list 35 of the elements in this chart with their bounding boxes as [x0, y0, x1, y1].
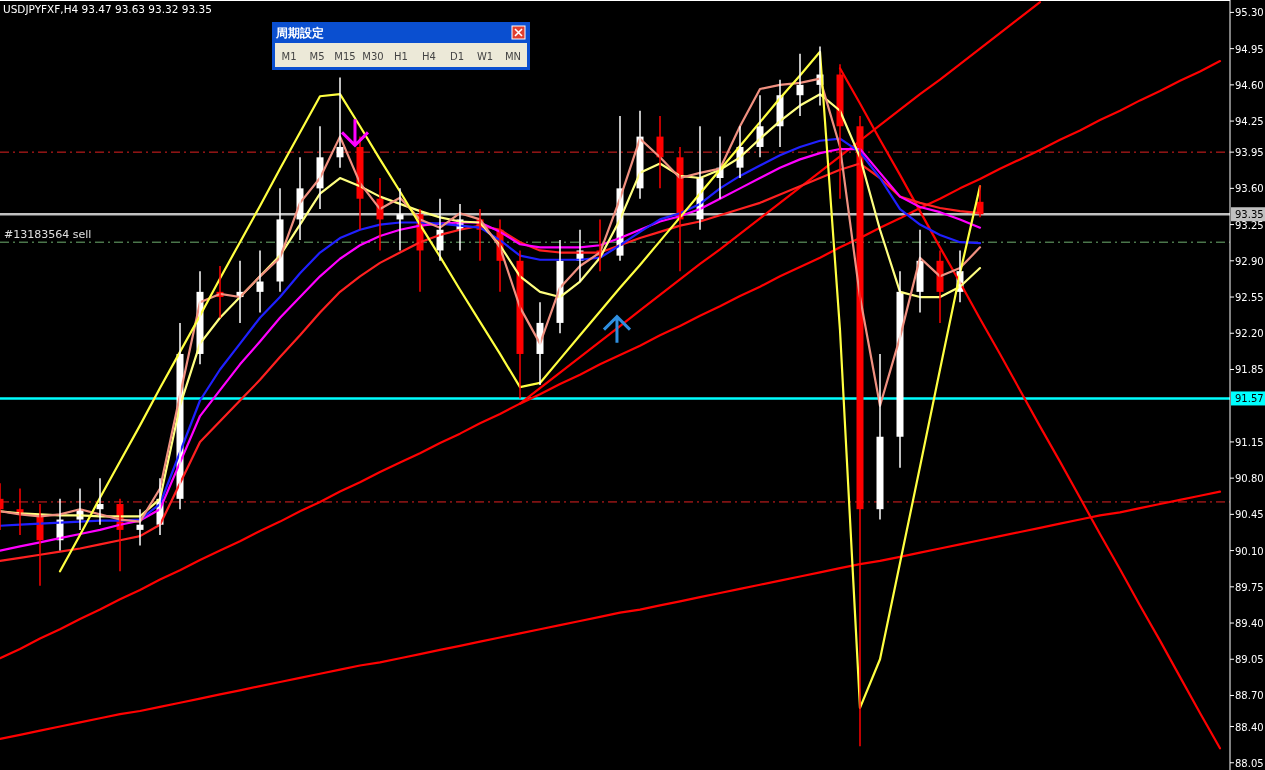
chart-title: USDJPYFXF,H4 93.47 93.63 93.32 93.35 [3, 3, 212, 15]
ref-line-label: 93.35 [1235, 209, 1264, 221]
y-tick-label: 91.15 [1235, 436, 1264, 448]
y-tick-label: 94.95 [1235, 43, 1264, 55]
annotation: MN [504, 51, 522, 62]
y-tick-label: 93.60 [1235, 183, 1264, 195]
y-tick-label: 94.25 [1235, 116, 1264, 128]
y-tick-label: 90.45 [1235, 509, 1264, 521]
annotation: M30 [362, 51, 384, 62]
annotation: M5 [309, 51, 325, 62]
ref-line-label: #13183564 sell [4, 228, 92, 242]
annotation: H4 [422, 51, 436, 62]
y-tick-label: 94.60 [1235, 79, 1264, 91]
y-tick-label: 95.30 [1235, 7, 1264, 19]
annotation: 周期設定 [275, 26, 324, 40]
annotation: W1 [476, 51, 494, 62]
annotation: D1 [449, 51, 465, 62]
y-tick-label: 92.20 [1235, 328, 1264, 340]
y-tick-label: 92.90 [1235, 255, 1264, 267]
annotation: M1 [281, 51, 297, 62]
y-tick-label: 90.10 [1235, 545, 1264, 557]
y-tick-label: 92.55 [1235, 292, 1264, 304]
y-tick-label: 89.75 [1235, 581, 1264, 593]
y-tick-label: 88.05 [1235, 757, 1264, 769]
ref-line-label: 91.57 [1235, 393, 1264, 405]
y-tick-label: 91.85 [1235, 364, 1264, 376]
y-tick-label: 89.05 [1235, 654, 1264, 666]
y-tick-label: 90.80 [1235, 473, 1264, 485]
y-tick-label: 88.40 [1235, 721, 1264, 733]
y-tick-label: 93.95 [1235, 147, 1264, 159]
annotation: H1 [394, 51, 408, 62]
annotation: M15 [334, 51, 356, 62]
y-tick-label: 93.25 [1235, 219, 1264, 231]
y-tick-label: 88.70 [1235, 690, 1264, 702]
y-tick-label: 89.40 [1235, 618, 1264, 630]
